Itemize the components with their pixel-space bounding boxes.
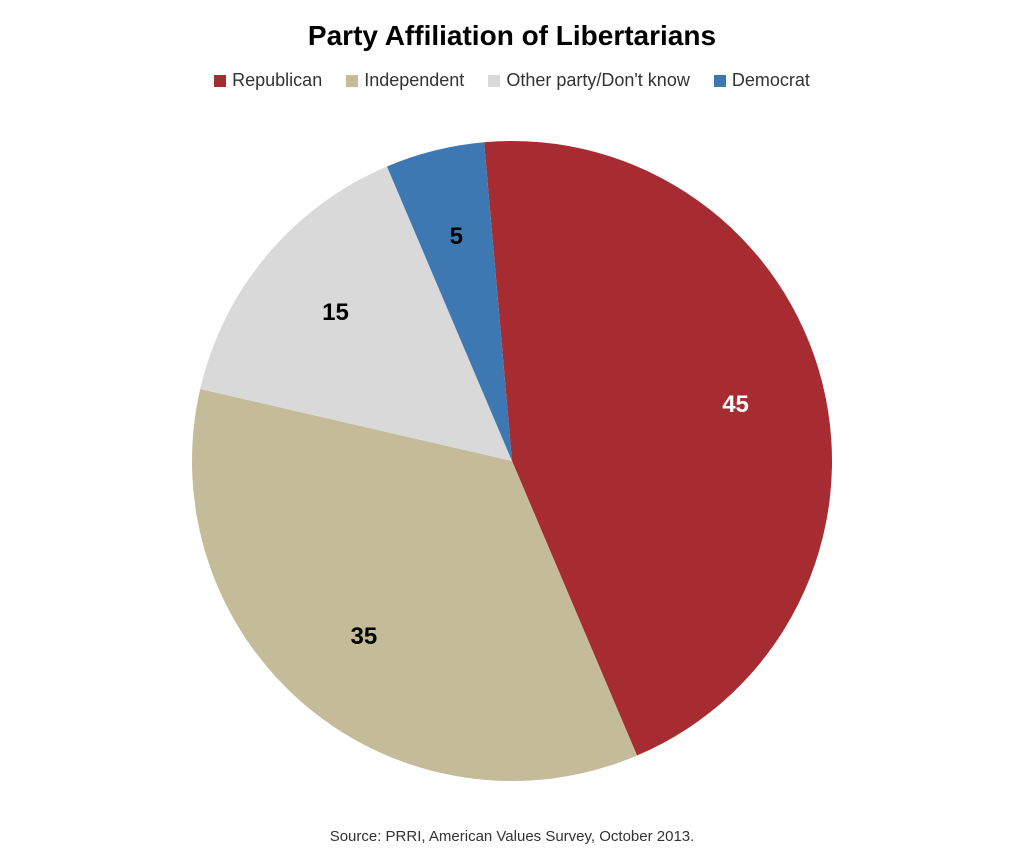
slice-value-label: 35 bbox=[351, 623, 378, 651]
slice-value-label: 5 bbox=[450, 223, 463, 251]
legend-label: Republican bbox=[232, 70, 322, 91]
legend-swatch bbox=[488, 75, 500, 87]
legend-label: Other party/Don't know bbox=[506, 70, 690, 91]
legend-item-other: Other party/Don't know bbox=[488, 70, 690, 91]
legend-item-independent: Independent bbox=[346, 70, 464, 91]
legend-swatch bbox=[714, 75, 726, 87]
pie-chart: 45 35 15 5 bbox=[192, 141, 832, 781]
legend-item-republican: Republican bbox=[214, 70, 322, 91]
slice-value-label: 15 bbox=[322, 299, 349, 327]
legend-label: Independent bbox=[364, 70, 464, 91]
chart-title: Party Affiliation of Libertarians bbox=[308, 20, 716, 52]
slice-value-label: 45 bbox=[722, 391, 749, 419]
legend-swatch bbox=[346, 75, 358, 87]
legend-item-democrat: Democrat bbox=[714, 70, 810, 91]
pie-svg bbox=[192, 141, 832, 781]
source-text: Source: PRRI, American Values Survey, Oc… bbox=[0, 828, 1024, 845]
legend-swatch bbox=[214, 75, 226, 87]
chart-container: Party Affiliation of Libertarians Republ… bbox=[0, 0, 1024, 863]
legend-label: Democrat bbox=[732, 70, 810, 91]
legend: Republican Independent Other party/Don't… bbox=[214, 70, 810, 91]
